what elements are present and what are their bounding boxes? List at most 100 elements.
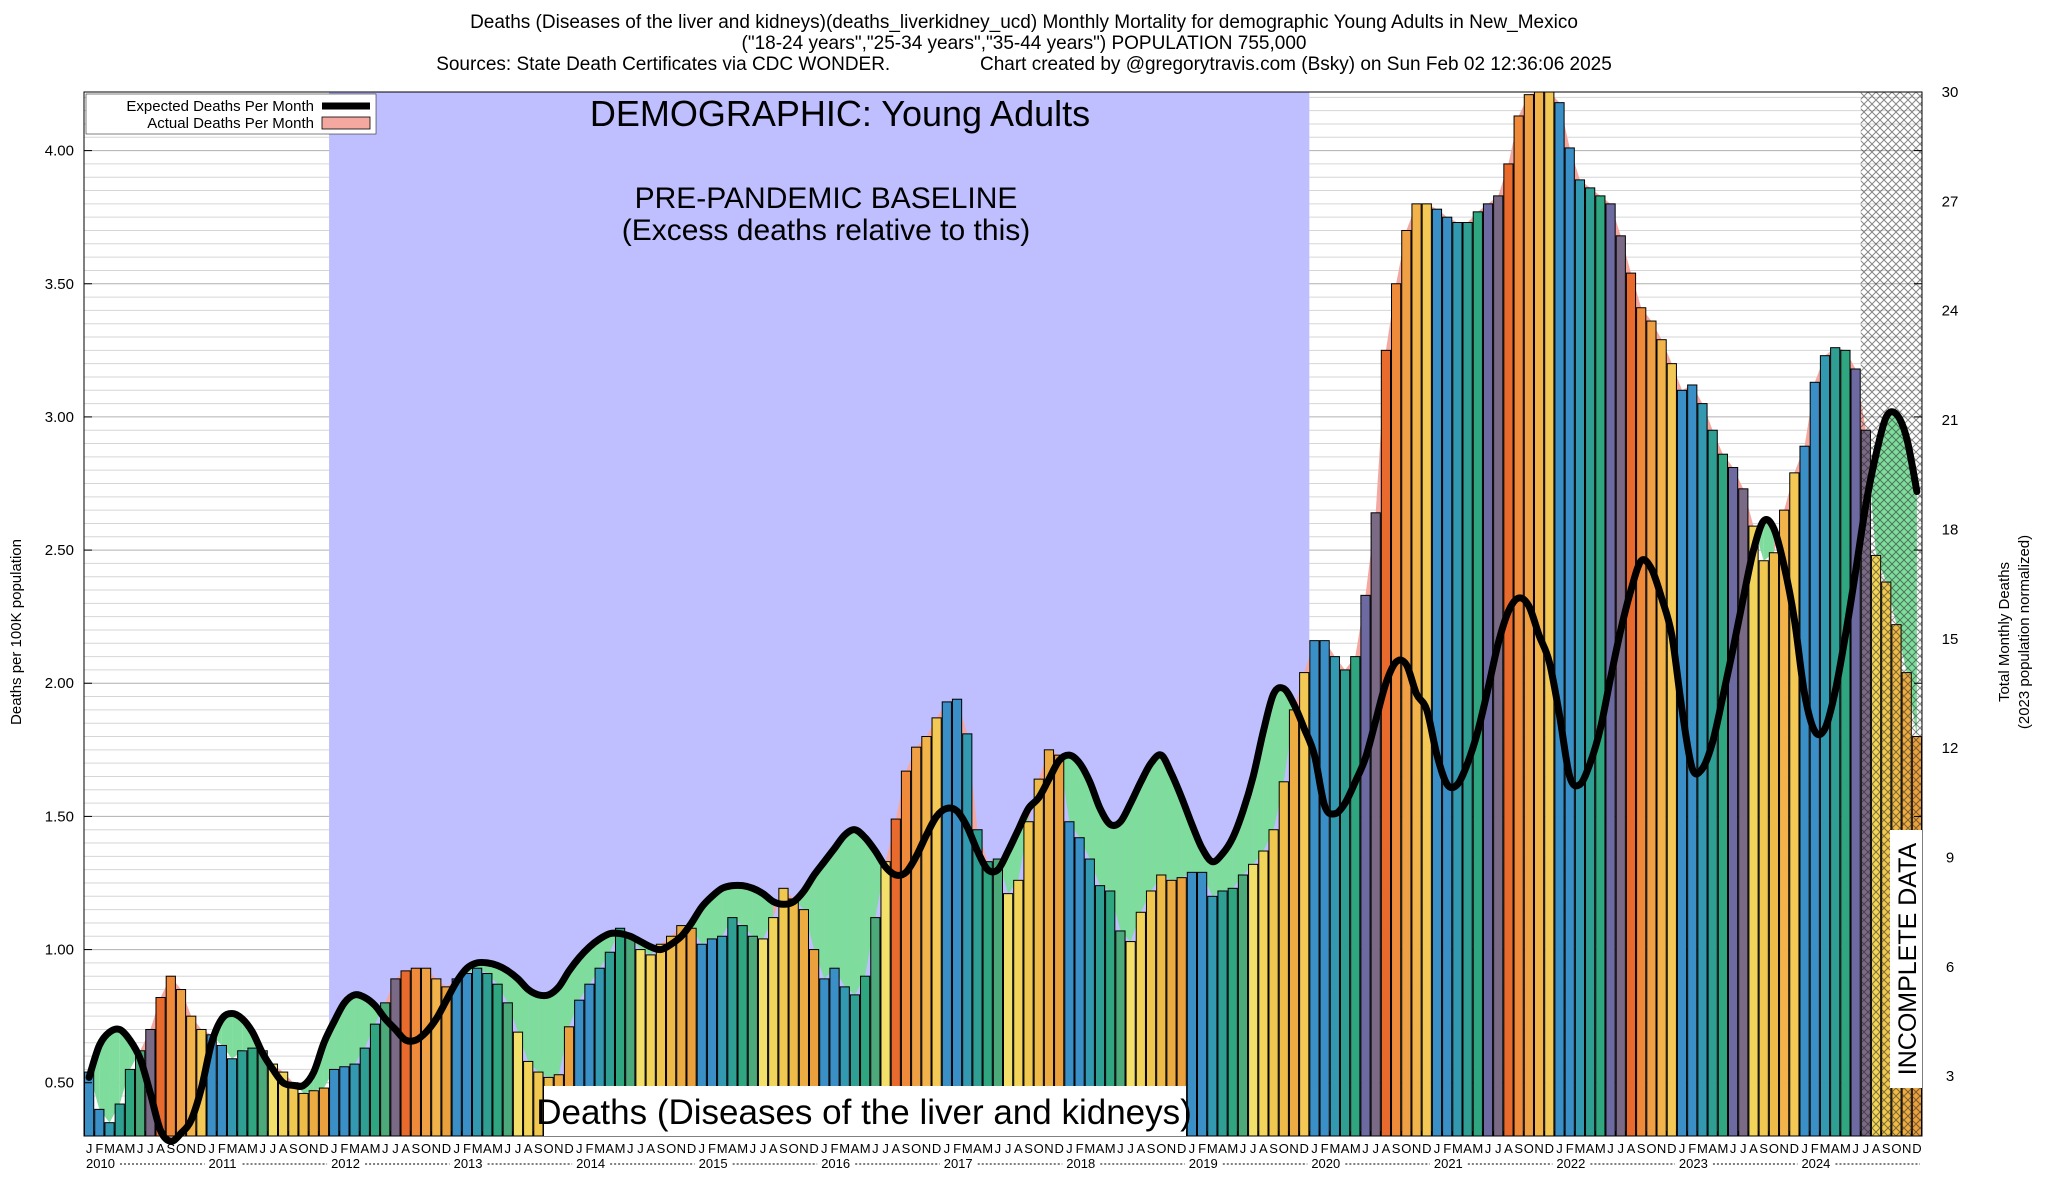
actual-bar <box>1748 525 1759 1137</box>
actual-bar <box>911 746 922 1137</box>
month-tick-label: M <box>1595 1141 1606 1156</box>
month-tick-label: N <box>1657 1141 1666 1156</box>
month-tick-label: D <box>1054 1141 1063 1156</box>
month-tick-label: A <box>156 1141 165 1156</box>
month-tick-label: D <box>564 1141 573 1156</box>
deficit-area <box>589 938 600 985</box>
month-tick-label: M <box>962 1141 973 1156</box>
month-tick-label: S <box>657 1141 666 1156</box>
actual-bar <box>1472 211 1483 1137</box>
month-tick-label: D <box>1667 1141 1676 1156</box>
deficit-area <box>1079 763 1090 860</box>
month-tick-label: A <box>1504 1141 1513 1156</box>
year-label: 2020 <box>1311 1156 1340 1171</box>
actual-bar <box>339 1066 350 1137</box>
y2-tick-label: 15 <box>1942 631 1959 648</box>
deficit-area <box>344 994 355 1067</box>
actual-bar <box>237 1050 248 1137</box>
actual-bar <box>247 1047 258 1137</box>
month-tick-label: O <box>911 1141 921 1156</box>
year-label: 2015 <box>699 1156 728 1171</box>
deficit-area <box>1120 803 1131 942</box>
month-tick-label: M <box>594 1141 605 1156</box>
month-tick-label: M <box>1227 1141 1238 1156</box>
deficit-area <box>732 885 743 926</box>
actual-bar <box>1339 669 1351 1137</box>
month-tick-label: D <box>1912 1141 1921 1156</box>
deficit-area <box>1110 821 1121 931</box>
month-tick-label: N <box>1044 1141 1053 1156</box>
month-tick-label: M <box>1084 1141 1095 1156</box>
deficit-area <box>711 888 723 939</box>
month-tick-label: N <box>554 1141 563 1156</box>
month-tick-label: S <box>289 1141 298 1156</box>
deficit-area <box>548 986 559 1078</box>
month-tick-label: J <box>270 1141 277 1156</box>
month-tick-label: J <box>1679 1141 1686 1156</box>
actual-bar <box>1830 347 1841 1137</box>
y-tick-label: 3.50 <box>45 276 74 293</box>
month-tick-label: F <box>218 1141 226 1156</box>
month-tick-label: N <box>1902 1141 1911 1156</box>
actual-bar <box>288 1082 299 1137</box>
month-tick-label: A <box>1014 1141 1023 1156</box>
actual-bar <box>1585 187 1596 1137</box>
month-tick-label: O <box>1156 1141 1166 1156</box>
year-label: 2016 <box>821 1156 850 1171</box>
deficit-area <box>109 1029 120 1123</box>
month-tick-label: M <box>615 1141 626 1156</box>
month-tick-label: A <box>401 1141 410 1156</box>
month-tick-label: J <box>1311 1141 1318 1156</box>
actual-bar <box>1043 749 1055 1137</box>
actual-bar <box>1768 552 1780 1137</box>
actual-bar <box>1217 890 1228 1137</box>
actual-bar <box>1717 453 1728 1137</box>
actual-bar <box>951 698 963 1137</box>
month-tick-label: O <box>298 1141 308 1156</box>
month-tick-label: J <box>1801 1141 1808 1156</box>
actual-bar <box>492 983 503 1137</box>
month-tick-label: M <box>247 1141 258 1156</box>
month-tick-label: S <box>902 1141 911 1156</box>
actual-bar <box>400 970 411 1137</box>
year-label: 2012 <box>331 1156 360 1171</box>
month-tick-label: J <box>1005 1141 1012 1156</box>
actual-bar <box>1288 709 1300 1137</box>
month-tick-label: M <box>982 1141 993 1156</box>
actual-bar <box>390 978 401 1137</box>
year-label: 2018 <box>1066 1156 1095 1171</box>
deficit-area <box>1242 776 1254 875</box>
month-tick-label: A <box>1259 1141 1268 1156</box>
month-tick-label: J <box>699 1141 706 1156</box>
month-tick-label: N <box>677 1141 686 1156</box>
month-tick-label: F <box>1076 1141 1084 1156</box>
deficit-area <box>99 1032 110 1123</box>
actual-bar <box>1656 339 1667 1137</box>
month-tick-label: J <box>1434 1141 1441 1156</box>
month-tick-label: J <box>259 1141 266 1156</box>
month-tick-label: M <box>104 1141 115 1156</box>
y2-tick-label: 24 <box>1942 303 1959 320</box>
incomplete-label-box <box>1890 830 1922 1088</box>
actual-bar <box>1197 871 1208 1137</box>
actual-bar <box>1789 472 1800 1137</box>
month-tick-label: O <box>789 1141 799 1156</box>
y2-tick-label: 9 <box>1946 850 1954 867</box>
month-tick-label: A <box>238 1141 247 1156</box>
y-tick-label: 3.00 <box>45 409 74 426</box>
actual-bar <box>359 1047 370 1137</box>
actual-bar <box>1248 863 1259 1137</box>
deficit-area <box>854 829 866 995</box>
legend: Expected Deaths Per Month Actual Deaths … <box>85 93 377 135</box>
month-tick-label: O <box>1646 1141 1656 1156</box>
month-tick-label: N <box>432 1141 441 1156</box>
month-tick-label: O <box>1401 1141 1411 1156</box>
month-tick-label: A <box>1586 1141 1595 1156</box>
month-tick-label: S <box>534 1141 543 1156</box>
month-tick-label: N <box>922 1141 931 1156</box>
y-tick-label: 1.00 <box>45 942 74 959</box>
month-tick-label: F <box>1688 1141 1696 1156</box>
month-tick-label: A <box>606 1141 615 1156</box>
y2-tick-label: 27 <box>1942 193 1959 210</box>
